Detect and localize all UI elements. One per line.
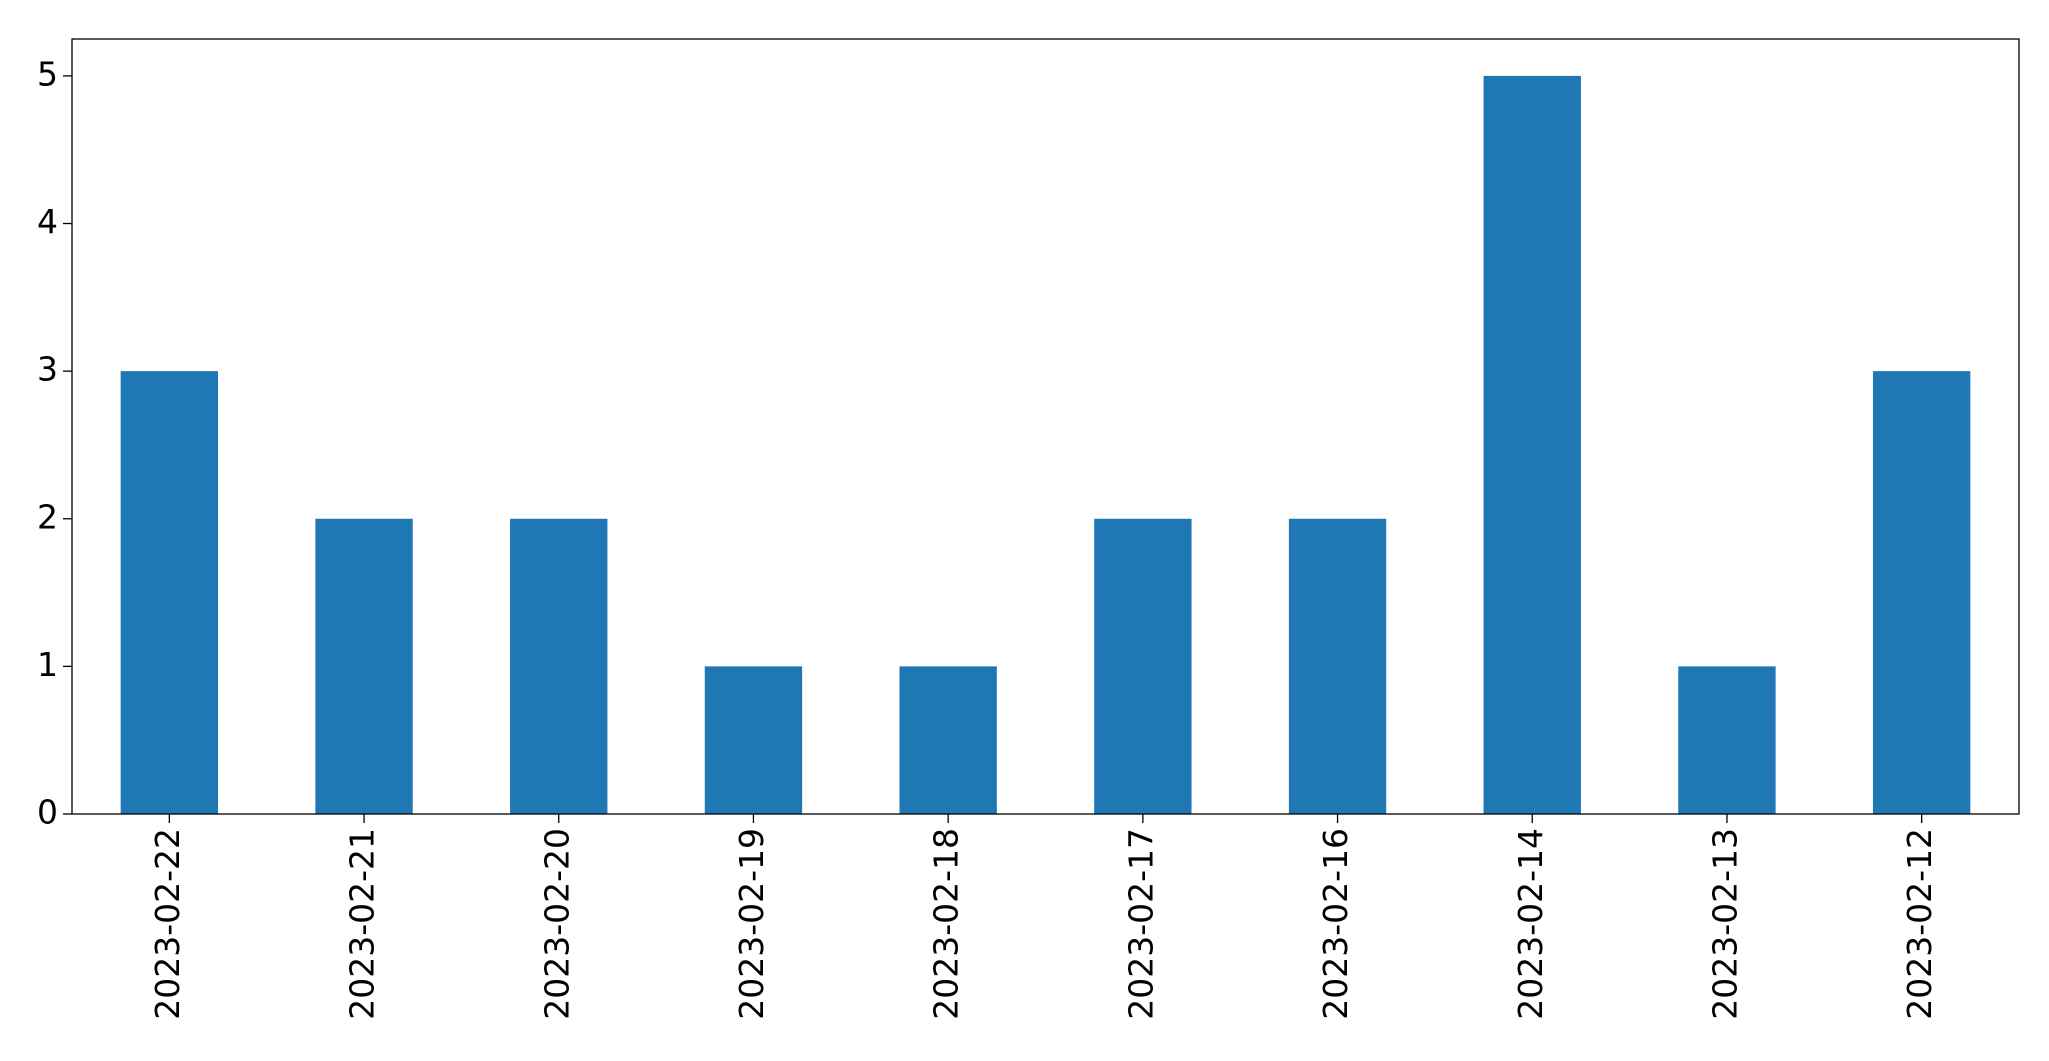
x-tick-label: 2023-02-19 [732, 828, 771, 1020]
x-tick-label: 2023-02-22 [148, 828, 187, 1020]
x-tick-label: 2023-02-20 [537, 828, 576, 1020]
y-tick-label: 3 [37, 350, 58, 389]
bar [120, 371, 219, 814]
bar [1872, 371, 1971, 814]
bar [899, 666, 997, 814]
x-tick-label: 2023-02-13 [1705, 828, 1744, 1020]
y-tick-label: 4 [37, 202, 58, 241]
y-tick-label: 5 [37, 54, 58, 93]
x-tick-label: 2023-02-14 [1511, 828, 1550, 1020]
bar [1483, 75, 1581, 814]
x-tick-label: 2023-02-17 [1121, 828, 1160, 1020]
bar [315, 518, 413, 814]
bar [704, 666, 803, 814]
x-tick-label: 2023-02-16 [1316, 828, 1355, 1020]
y-tick-label: 1 [37, 645, 58, 684]
y-tick-label: 2 [37, 497, 58, 536]
bar [510, 518, 608, 814]
x-tick-label: 2023-02-21 [343, 828, 382, 1020]
x-tick-label: 2023-02-12 [1900, 828, 1939, 1020]
bar [1678, 666, 1776, 814]
bar [1094, 518, 1192, 814]
y-tick-label: 0 [37, 793, 58, 832]
bar [1288, 518, 1387, 814]
plot-frame [71, 38, 2020, 815]
x-tick-label: 2023-02-18 [927, 828, 966, 1020]
